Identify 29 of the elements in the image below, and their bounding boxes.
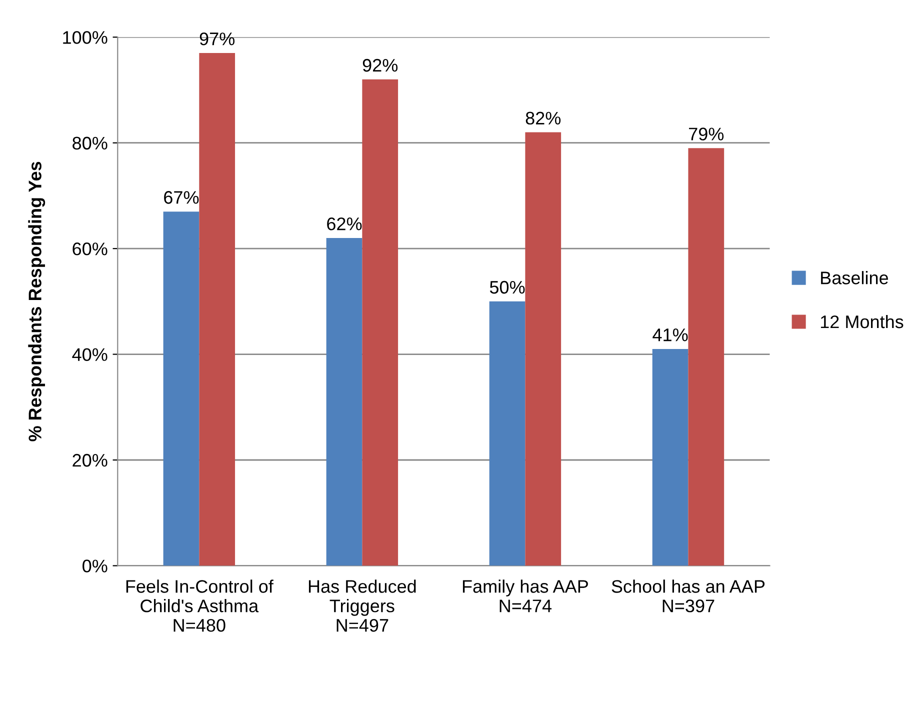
x-tick-label: School has an AAP N=397 (612, 580, 765, 612)
y-axis-title: % Respondants Responding Yes (28, 162, 46, 442)
y-tick-label: 80% (72, 136, 108, 150)
x-tick-label: Has Reduced Triggers N=497 (308, 580, 416, 632)
y-tick-label: 60% (72, 242, 108, 256)
data-label: 79% (689, 128, 724, 140)
y-tick-label: 0% (82, 560, 108, 572)
data-label: 62% (327, 217, 362, 230)
bar (199, 53, 236, 566)
x-tick-label: Family has AAP N=474 (462, 580, 588, 612)
bar (489, 301, 526, 566)
bar (525, 132, 562, 566)
bar (163, 212, 200, 566)
data-label: 92% (362, 58, 398, 72)
bar (688, 148, 724, 566)
legend-label: 12 Months (820, 314, 904, 328)
bar (326, 238, 362, 566)
data-label: 41% (652, 328, 688, 342)
data-label: 82% (526, 112, 561, 125)
data-label: 67% (164, 191, 199, 204)
y-tick-label: 100% (63, 31, 108, 44)
data-label: 50% (490, 280, 525, 294)
y-tick-label: 40% (72, 348, 108, 362)
bar (652, 349, 688, 566)
x-tick-label: Feels In-Control of Child's Asthma N=480 (126, 580, 274, 632)
bar (362, 79, 398, 566)
legend-label: Baseline (821, 271, 888, 284)
data-label: 97% (200, 32, 235, 46)
y-tick-label: 20% (72, 454, 108, 467)
